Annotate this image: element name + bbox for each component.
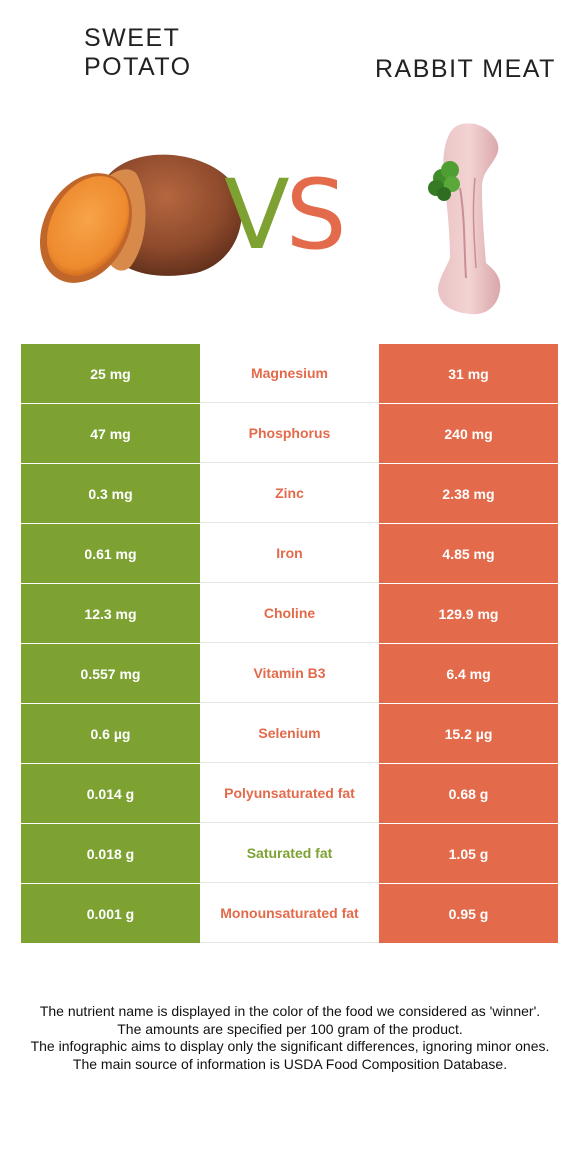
nutrient-name: Phosphorus: [200, 404, 379, 463]
right-food-value: 4.85 mg: [379, 524, 558, 583]
footnote-line: The infographic aims to display only the…: [30, 1038, 550, 1054]
left-food-value: 0.557 mg: [21, 644, 200, 703]
rabbit-meat-image: [428, 123, 501, 315]
right-food-value: 240 mg: [379, 404, 558, 463]
left-food-value: 0.3 mg: [21, 464, 200, 523]
left-food-value: 12.3 mg: [21, 584, 200, 643]
nutrient-name: Saturated fat: [200, 824, 379, 883]
nutrient-name: Iron: [200, 524, 379, 583]
table-row: 0.3 mg Zinc 2.38 mg: [21, 464, 558, 524]
nutrient-name: Vitamin B3: [200, 644, 379, 703]
right-food-value: 2.38 mg: [379, 464, 558, 523]
nutrient-name: Choline: [200, 584, 379, 643]
right-food-value: 6.4 mg: [379, 644, 558, 703]
footnote-line: The nutrient name is displayed in the co…: [39, 1003, 541, 1019]
left-food-value: 0.6 µg: [21, 704, 200, 763]
left-food-value: 0.014 g: [21, 764, 200, 823]
table-row: 0.001 g Monounsaturated fat 0.95 g: [21, 884, 558, 943]
nutrient-name: Polyunsaturated fat: [200, 764, 379, 823]
right-food-value: 0.95 g: [379, 884, 558, 943]
right-food-value: 15.2 µg: [379, 704, 558, 763]
table-row: 12.3 mg Choline 129.9 mg: [21, 584, 558, 644]
table-row: 25 mg Magnesium 31 mg: [21, 344, 558, 404]
table-row: 0.557 mg Vitamin B3 6.4 mg: [21, 644, 558, 704]
vs-s-letter: S: [285, 159, 347, 271]
left-food-title-line1: SWEET: [84, 24, 181, 52]
nutrient-name: Magnesium: [200, 344, 379, 403]
table-row: 47 mg Phosphorus 240 mg: [21, 404, 558, 464]
sweet-potato-image: [39, 154, 242, 283]
vs-label: VS: [224, 159, 347, 271]
left-food-value: 0.001 g: [21, 884, 200, 943]
right-food-value: 0.68 g: [379, 764, 558, 823]
left-food-value: 0.61 mg: [21, 524, 200, 583]
right-food-value: 1.05 g: [379, 824, 558, 883]
nutrient-name: Monounsaturated fat: [200, 884, 379, 943]
table-row: 0.6 µg Selenium 15.2 µg: [21, 704, 558, 764]
right-food-value: 129.9 mg: [379, 584, 558, 643]
table-row: 0.018 g Saturated fat 1.05 g: [21, 824, 558, 884]
left-food-title-line2: POTATO: [84, 53, 192, 81]
left-food-value: 0.018 g: [21, 824, 200, 883]
nutrient-name: Selenium: [200, 704, 379, 763]
footnote-line: The amounts are specified per 100 gram o…: [117, 1020, 463, 1037]
footnote: The nutrient name is displayed in the co…: [20, 1003, 560, 1073]
footnote-line: The main source of information is USDA F…: [72, 1055, 508, 1072]
left-food-value: 25 mg: [21, 344, 200, 403]
left-food-value: 47 mg: [21, 404, 200, 463]
right-food-title: RABBIT MEAT: [375, 55, 556, 83]
vs-v-letter: V: [224, 159, 290, 271]
right-food-value: 31 mg: [379, 344, 558, 403]
comparison-table: 25 mg Magnesium 31 mg 47 mg Phosphorus 2…: [21, 344, 558, 943]
table-row: 0.61 mg Iron 4.85 mg: [21, 524, 558, 584]
left-food-title: SWEET POTATO: [84, 24, 192, 82]
nutrient-name: Zinc: [200, 464, 379, 523]
table-row: 0.014 g Polyunsaturated fat 0.68 g: [21, 764, 558, 824]
